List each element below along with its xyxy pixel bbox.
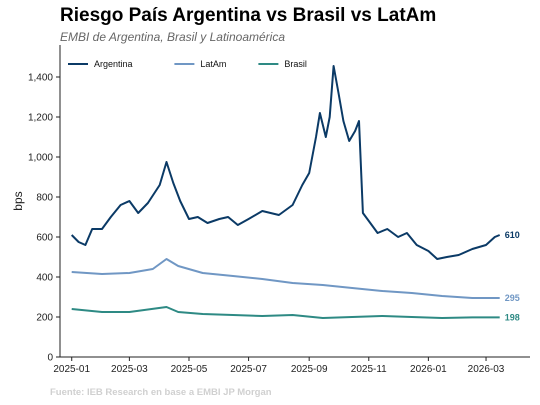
y-tick-label: 0 [47, 353, 53, 364]
legend-label-argentina: Argentina [94, 59, 133, 69]
source-note: Fuente: IEB Research en base a EMBI JP M… [50, 387, 272, 398]
legend-label-brasil: Brasil [284, 59, 307, 69]
y-tick-label: 1,000 [28, 153, 53, 164]
x-tick-label: 2026-01 [410, 364, 447, 375]
end-label-argentina: 610 [505, 230, 520, 240]
chart-title: Riesgo País Argentina vs Brasil vs LatAm [60, 5, 437, 26]
x-tick-label: 2025-05 [171, 364, 208, 375]
x-tick-label: 2025-11 [351, 364, 387, 375]
y-tick-label: 200 [36, 313, 53, 324]
series-line-latam [71, 258, 500, 299]
legend-label-latam: LatAm [200, 59, 226, 69]
end-label-latam: 295 [505, 293, 520, 303]
x-tick-label: 2025-07 [230, 364, 267, 375]
y-tick-label: 600 [36, 233, 53, 244]
series-line-argentina [70, 65, 501, 260]
x-tick-label: 2026-03 [468, 364, 505, 375]
x-tick-label: 2025-09 [291, 364, 328, 375]
series-line-brasil [71, 306, 500, 319]
y-tick-label: 1,200 [28, 113, 53, 124]
end-label-brasil: 198 [505, 312, 520, 322]
x-tick-label: 2025-01 [53, 364, 90, 375]
y-tick-label: 800 [36, 193, 53, 204]
chart-subtitle: EMBI de Argentina, Brasil y Latinoaméric… [60, 30, 285, 44]
y-axis-label: bps [11, 191, 25, 210]
y-tick-label: 1,400 [28, 73, 53, 84]
x-tick-label: 2025-03 [111, 364, 148, 375]
y-tick-label: 400 [36, 273, 53, 284]
